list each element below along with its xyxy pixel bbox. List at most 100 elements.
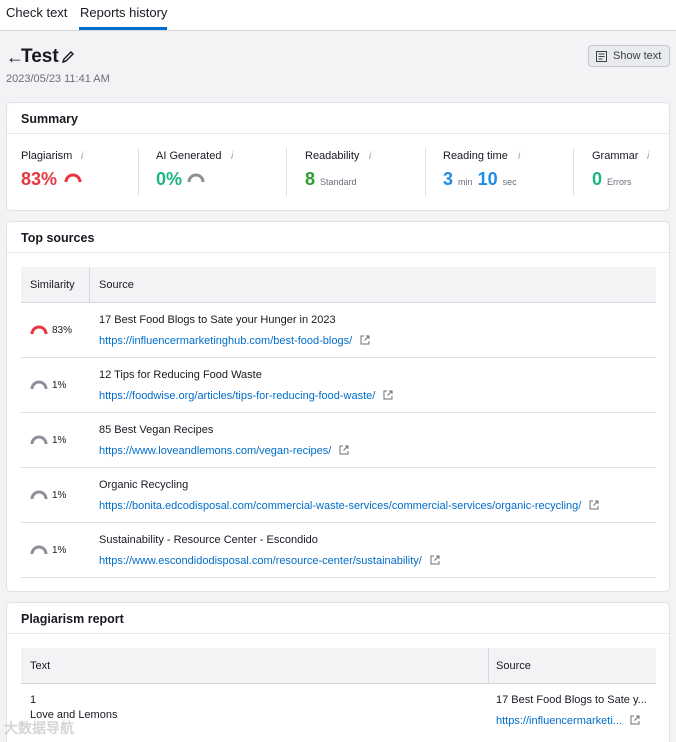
- table-row: 1% Sustainability - Resource Center - Es…: [21, 523, 656, 578]
- summary-title: Summary: [21, 112, 78, 126]
- source-title: Organic Recycling: [99, 479, 189, 491]
- source-url[interactable]: https://www.escondidodisposal.com/resour…: [99, 555, 422, 567]
- report-row-text: Love and Lemons: [30, 709, 118, 721]
- external-link-icon[interactable]: [430, 555, 440, 565]
- plagiarism-value: 83%: [21, 169, 58, 189]
- similarity-value: 1%: [52, 545, 67, 556]
- divider: [89, 267, 90, 303]
- source-link[interactable]: https://foodwise.org/articles/tips-for-r…: [99, 390, 393, 402]
- readability-score: 8 Standard: [305, 169, 357, 190]
- document-icon: [596, 51, 607, 62]
- source-link[interactable]: https://www.escondidodisposal.com/resour…: [99, 555, 440, 567]
- sources-table-header: Similarity Source: [21, 267, 656, 303]
- plagiarism-report-title: Plagiarism report: [21, 612, 124, 626]
- info-icon[interactable]: i: [231, 151, 234, 162]
- divider: [425, 148, 426, 196]
- source-link[interactable]: https://www.loveandlemons.com/vegan-reci…: [99, 445, 349, 457]
- similarity-gauge-icon: [30, 545, 48, 555]
- reading-time-min-unit: min: [458, 177, 473, 187]
- similarity-gauge-icon: [30, 380, 48, 390]
- grammar-value: 0: [592, 169, 603, 189]
- similarity-gauge-icon: [30, 490, 48, 500]
- reading-time-label: Reading time: [443, 150, 508, 162]
- show-text-label: Show text: [613, 50, 662, 62]
- show-text-button[interactable]: Show text: [588, 45, 670, 67]
- source-url[interactable]: https://influencermarketinghub.com/best-…: [99, 335, 353, 347]
- reading-time-value: 3 min 10 sec: [443, 169, 517, 190]
- external-link-icon[interactable]: [383, 390, 393, 400]
- table-row: 1% 12 Tips for Reducing Food Waste https…: [21, 358, 656, 413]
- divider: [7, 633, 669, 634]
- source-column-header[interactable]: Source: [99, 279, 134, 291]
- active-tab-indicator: [79, 27, 167, 30]
- report-row-source-title: 17 Best Food Blogs to Sate y...: [496, 694, 647, 706]
- divider: [286, 148, 287, 196]
- divider: [7, 133, 669, 134]
- arrow-left-icon[interactable]: ←: [6, 47, 24, 67]
- source-title: Sustainability - Resource Center - Escon…: [99, 534, 318, 546]
- report-row-source-url[interactable]: https://influencermarketi...: [496, 715, 622, 727]
- source-title: 85 Best Vegan Recipes: [99, 424, 214, 436]
- external-link-icon[interactable]: [339, 445, 349, 455]
- table-row: 1% 85 Best Vegan Recipes https://www.lov…: [21, 413, 656, 468]
- page-title: Test: [21, 46, 59, 67]
- similarity-gauge-icon: [30, 435, 48, 445]
- watermark: 大数据导航: [4, 720, 74, 736]
- readability-unit: Standard: [320, 177, 357, 187]
- source-link[interactable]: https://bonita.edcodisposal.com/commerci…: [99, 500, 599, 512]
- tab-bar: Check text Reports history: [0, 0, 676, 31]
- summary-card: Summary Plagiarism i 83% AI Generated i …: [6, 102, 670, 211]
- plagiarism-label: Plagiarism: [21, 150, 73, 162]
- source-url[interactable]: https://www.loveandlemons.com/vegan-reci…: [99, 445, 332, 457]
- tab-check-text[interactable]: Check text: [6, 5, 68, 20]
- report-date: 2023/05/23 11:41 AM: [6, 73, 110, 85]
- divider: [488, 648, 489, 684]
- source-title: 17 Best Food Blogs to Sate your Hunger i…: [99, 314, 336, 326]
- grammar-unit: Errors: [607, 177, 632, 187]
- ai-generated-gauge-icon: [187, 173, 205, 183]
- ai-generated-label: AI Generated: [156, 150, 222, 162]
- text-column-header[interactable]: Text: [30, 660, 51, 672]
- ai-generated-value: 0%: [156, 169, 183, 189]
- table-row: 1% Organic Recycling https://bonita.edco…: [21, 468, 656, 523]
- info-icon[interactable]: i: [81, 151, 84, 162]
- report-row-source-link[interactable]: https://influencermarketi...: [496, 715, 640, 727]
- source-title: 12 Tips for Reducing Food Waste: [99, 369, 262, 381]
- report-header: ← Test 2023/05/23 11:41 AM Show text: [0, 31, 676, 91]
- divider: [7, 252, 669, 253]
- info-icon[interactable]: i: [369, 151, 372, 162]
- pencil-icon[interactable]: [61, 50, 75, 64]
- info-icon[interactable]: i: [518, 151, 521, 162]
- table-row: 83% 17 Best Food Blogs to Sate your Hung…: [21, 303, 656, 358]
- grammar-label: Grammar: [592, 150, 639, 162]
- divider: [138, 148, 139, 196]
- divider: [573, 148, 574, 196]
- top-sources-card: Top sources Similarity Source 83% 17 Bes…: [6, 221, 670, 592]
- similarity-column-header[interactable]: Similarity: [30, 279, 75, 291]
- similarity-gauge-icon: [30, 325, 48, 335]
- readability-label: Readability: [305, 150, 360, 162]
- plagiarism-gauge-icon: [64, 173, 82, 183]
- external-link-icon[interactable]: [360, 335, 370, 345]
- external-link-icon[interactable]: [589, 500, 599, 510]
- report-table-header: Text Source: [21, 648, 656, 684]
- reading-time-sec-unit: sec: [502, 177, 517, 187]
- plagiarism-report-card: Plagiarism report Text Source 1 Love and…: [6, 602, 670, 742]
- external-link-icon[interactable]: [630, 715, 640, 725]
- similarity-value: 1%: [52, 435, 67, 446]
- reading-time-seconds: 10: [477, 169, 498, 189]
- similarity-value: 1%: [52, 490, 67, 501]
- source-url[interactable]: https://bonita.edcodisposal.com/commerci…: [99, 500, 582, 512]
- similarity-value: 83%: [52, 325, 73, 336]
- readability-value: 8: [305, 169, 316, 189]
- tab-reports-history[interactable]: Reports history: [80, 5, 168, 20]
- source-url[interactable]: https://foodwise.org/articles/tips-for-r…: [99, 390, 376, 402]
- reading-time-minutes: 3: [443, 169, 454, 189]
- report-row-number: 1: [30, 694, 37, 706]
- top-sources-title: Top sources: [21, 231, 95, 245]
- grammar-score: 0 Errors: [592, 169, 632, 190]
- source-link[interactable]: https://influencermarketinghub.com/best-…: [99, 335, 370, 347]
- similarity-value: 1%: [52, 380, 67, 391]
- info-icon[interactable]: i: [647, 151, 650, 162]
- source-column-header[interactable]: Source: [496, 660, 531, 672]
